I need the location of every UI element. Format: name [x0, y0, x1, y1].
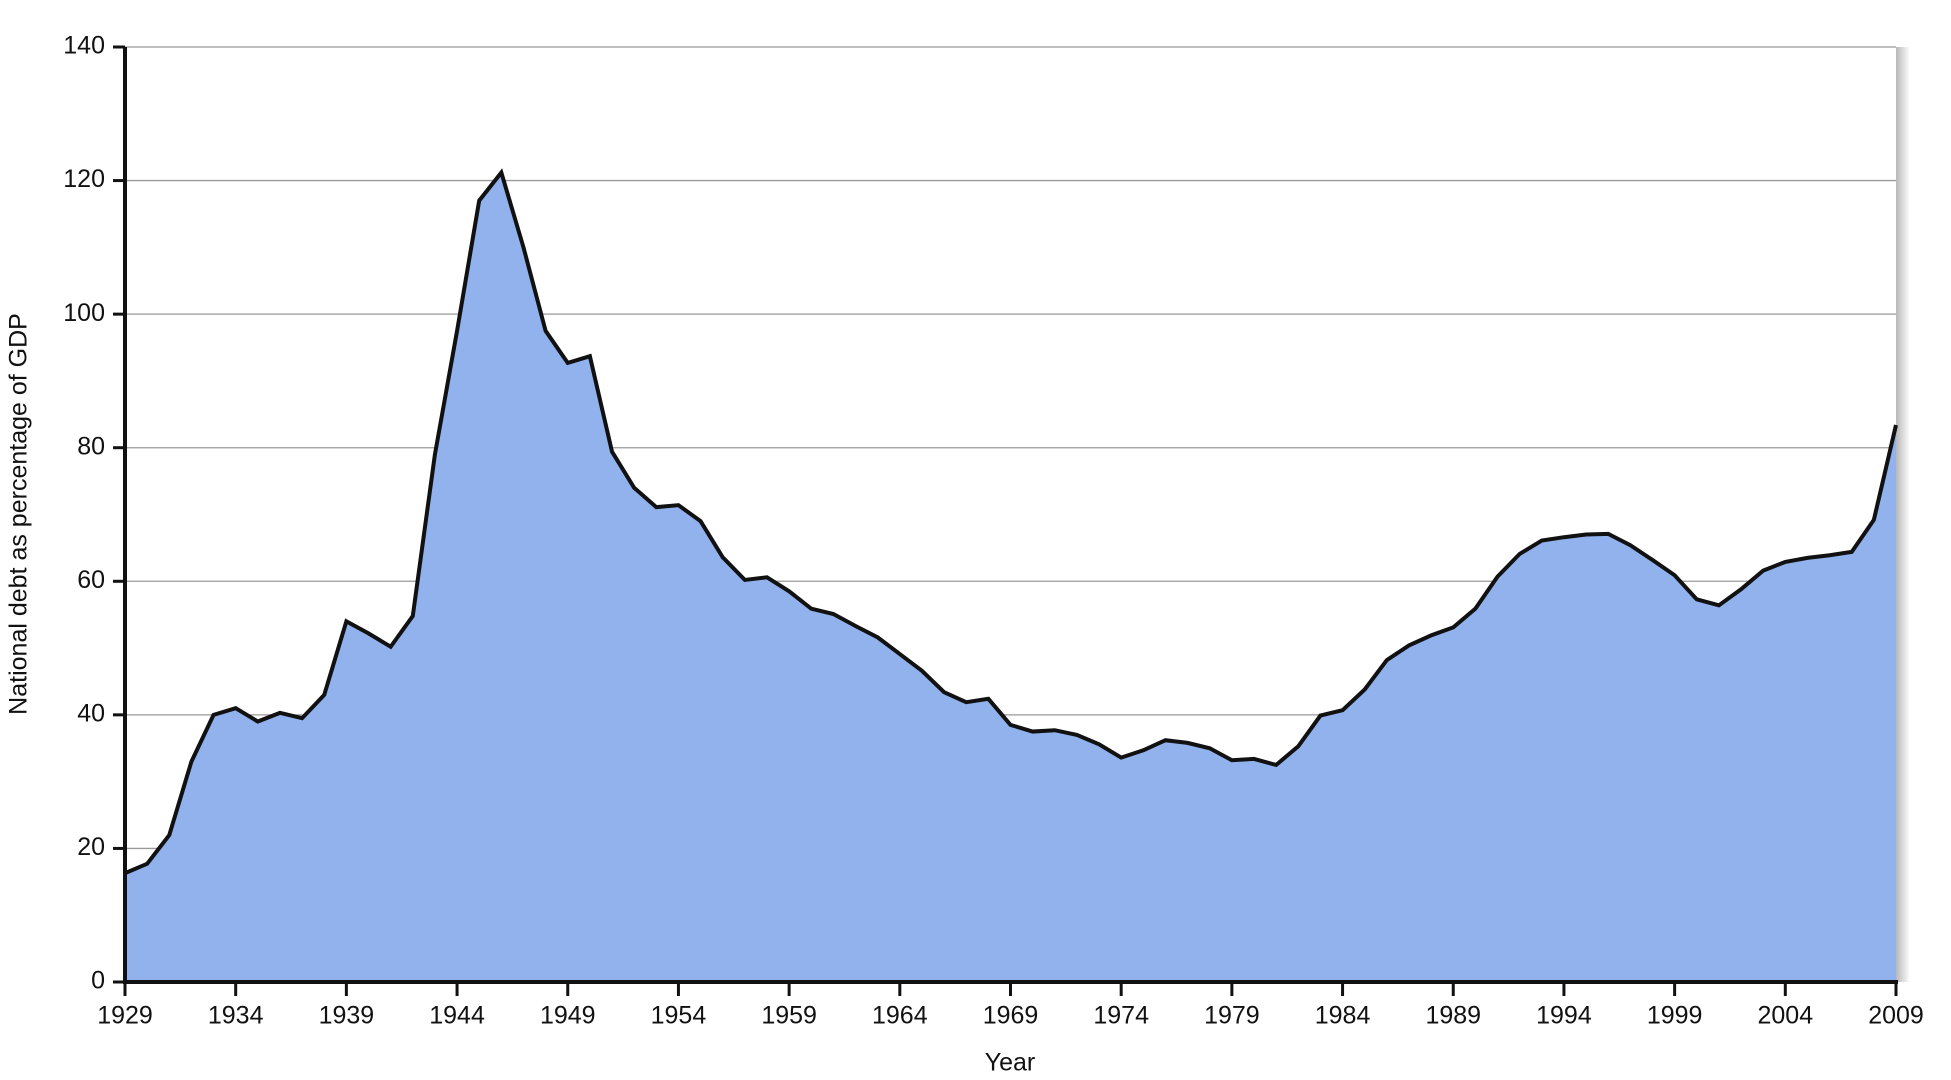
y-axis-label: National debt as percentage of GDP: [5, 313, 33, 715]
y-tick-label: 80: [77, 432, 105, 460]
x-tick-label: 1994: [1536, 1002, 1592, 1030]
y-tick-label: 60: [77, 566, 105, 594]
y-tick-label: 20: [77, 833, 105, 861]
y-tick-label: 0: [91, 967, 105, 995]
area-line: [124, 168, 1898, 875]
x-tick-label: 1974: [1093, 1002, 1149, 1030]
y-tick-label: 140: [63, 32, 105, 60]
x-tick-label: 1944: [429, 1002, 485, 1030]
x-tick-label: 1939: [319, 1002, 375, 1030]
y-tick-label: 40: [77, 699, 105, 727]
plot-area: 0 20 40 60 80 100 120 140 1929 1934 1939 1944 1949 19…: [63, 32, 1924, 1030]
area: [125, 172, 1896, 983]
x-axis-label: Year: [985, 1049, 1036, 1077]
x-tick-label: 1959: [761, 1002, 817, 1030]
x-tick-label: 1989: [1425, 1002, 1481, 1030]
x-tick-label: 1969: [983, 1002, 1039, 1030]
x-tick-label: 2009: [1868, 1002, 1924, 1030]
x-tick-label: 1949: [540, 1002, 596, 1030]
plot-shadow: [1896, 47, 1910, 982]
x-tick-label: 1984: [1315, 1002, 1371, 1030]
x-tick-label: 1934: [208, 1002, 264, 1030]
x-tick-label: 1954: [651, 1002, 707, 1030]
x-tick-label: 2004: [1758, 1002, 1814, 1030]
x-tick-label: 1929: [97, 1002, 153, 1030]
x-tick-label: 1999: [1647, 1002, 1703, 1030]
x-tick-label: 1964: [872, 1002, 928, 1030]
y-tick-label: 100: [63, 299, 105, 327]
x-tick-label: 1979: [1204, 1002, 1260, 1030]
y-tick-label: 120: [63, 165, 105, 193]
